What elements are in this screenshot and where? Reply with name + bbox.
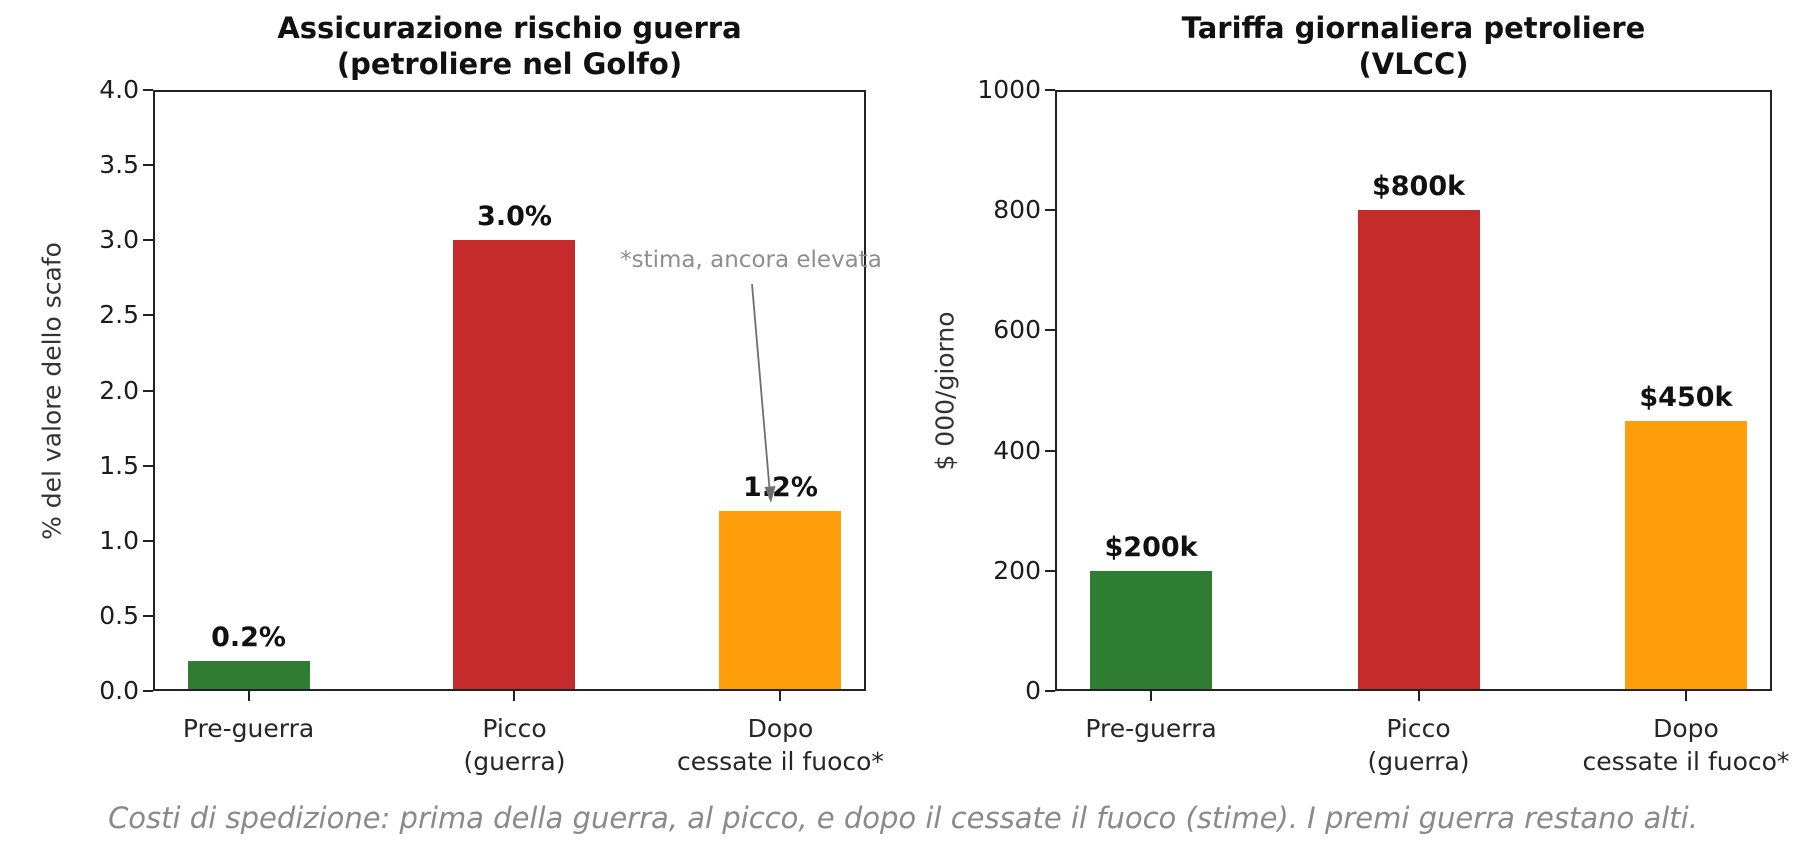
- y-tick-label: 4.0: [99, 75, 139, 104]
- y-tick-mark: [1045, 209, 1055, 212]
- x-tick-label: Dopo cessate il fuoco*: [677, 712, 884, 778]
- x-tick-label-line: Pre-guerra: [1085, 714, 1217, 743]
- y-tick-label: 3.5: [99, 150, 139, 180]
- x-tick-label-line: Picco: [482, 714, 547, 743]
- x-tick-mark: [1417, 691, 1420, 701]
- chart-title: Assicurazione rischio guerra (petroliere …: [277, 10, 741, 82]
- y-tick-label: 2.0: [99, 375, 139, 405]
- bar-picco: [453, 240, 576, 689]
- y-tick-label: 0.5: [99, 600, 139, 630]
- bar-value-label: 1.2%: [742, 471, 818, 503]
- x-tick-mark: [247, 691, 250, 701]
- y-tick-mark: [1045, 449, 1055, 452]
- y-tick-label: 3.0: [99, 225, 139, 255]
- bar-dopo: [1624, 420, 1747, 689]
- y-tick-label: 600: [993, 315, 1041, 345]
- bar-picco: [1357, 210, 1480, 689]
- y-tick-label: 1000: [977, 75, 1041, 104]
- chart-title-line: (VLCC): [1358, 47, 1469, 81]
- x-tick-label-line: (guerra): [1367, 747, 1470, 776]
- x-tick-label: Dopo cessate il fuoco*: [1582, 712, 1789, 778]
- bar-pre-guerra: [187, 660, 310, 689]
- bar-value-label: $800k: [1371, 171, 1466, 203]
- bar-value-label: 0.2%: [211, 621, 286, 653]
- y-tick-mark: [143, 89, 153, 91]
- chart-title-line: (petroliere nel Golfo): [336, 47, 683, 81]
- x-tick-mark: [513, 691, 516, 701]
- x-tick-label-line: (guerra): [463, 747, 566, 776]
- x-tick-label-line: cessate il fuoco*: [1582, 747, 1790, 776]
- y-tick-mark: [143, 389, 153, 392]
- y-tick-label: 1.5: [99, 450, 139, 480]
- y-tick-mark: [143, 314, 153, 317]
- annotation-text: *stima, ancora elevata: [620, 247, 882, 273]
- y-tick-mark: [1045, 89, 1055, 91]
- x-tick-label: Picco (guerra): [463, 712, 565, 778]
- y-tick-mark: [143, 239, 153, 242]
- x-tick-label-line: Dopo: [747, 714, 814, 743]
- bar-pre-guerra: [1090, 570, 1213, 689]
- bar-value-label: $450k: [1639, 381, 1733, 413]
- y-tick-label: 400: [993, 435, 1041, 465]
- x-tick-label-line: cessate il fuoco*: [676, 747, 884, 776]
- bar-value-label: 3.0%: [477, 201, 552, 233]
- x-tick-label-line: Dopo: [1653, 714, 1719, 743]
- y-tick-label: 800: [993, 195, 1041, 225]
- x-tick-label: Pre-guerra: [1085, 712, 1216, 745]
- annotation-arrow: [751, 283, 776, 503]
- chart-title: Tariffa giornaliera petroliere (VLCC): [1182, 10, 1646, 82]
- y-tick-mark: [143, 690, 153, 692]
- x-tick-label: Picco (guerra): [1367, 712, 1469, 778]
- figure-caption: Costi di spedizione: prima della guerra,…: [108, 801, 1698, 835]
- y-tick-label: 0.0: [99, 676, 139, 705]
- x-tick-mark: [779, 691, 782, 701]
- y-tick-label: 2.5: [99, 300, 139, 330]
- y-tick-mark: [143, 614, 153, 617]
- x-tick-label-line: Picco: [1386, 714, 1451, 743]
- y-tick-label: 1.0: [99, 525, 139, 555]
- bar-dopo: [719, 510, 842, 689]
- x-tick-mark: [1684, 691, 1687, 701]
- y-tick-mark: [1045, 569, 1055, 572]
- bar-value-label: $200k: [1104, 531, 1198, 563]
- x-tick-label-line: Pre-guerra: [182, 714, 315, 743]
- chart-title-line: Tariffa giornaliera petroliere: [1181, 11, 1646, 45]
- y-tick-mark: [1045, 690, 1055, 692]
- y-tick-mark: [143, 164, 153, 167]
- y-tick-label: 200: [993, 555, 1041, 585]
- x-tick-label: Pre-guerra: [183, 712, 314, 745]
- y-tick-mark: [1045, 329, 1055, 332]
- y-tick-mark: [143, 464, 153, 467]
- chart-title-line: Assicurazione rischio guerra: [277, 11, 742, 45]
- y-tick-mark: [143, 539, 153, 542]
- y-tick-label: 0: [1025, 676, 1041, 705]
- x-tick-mark: [1150, 691, 1153, 701]
